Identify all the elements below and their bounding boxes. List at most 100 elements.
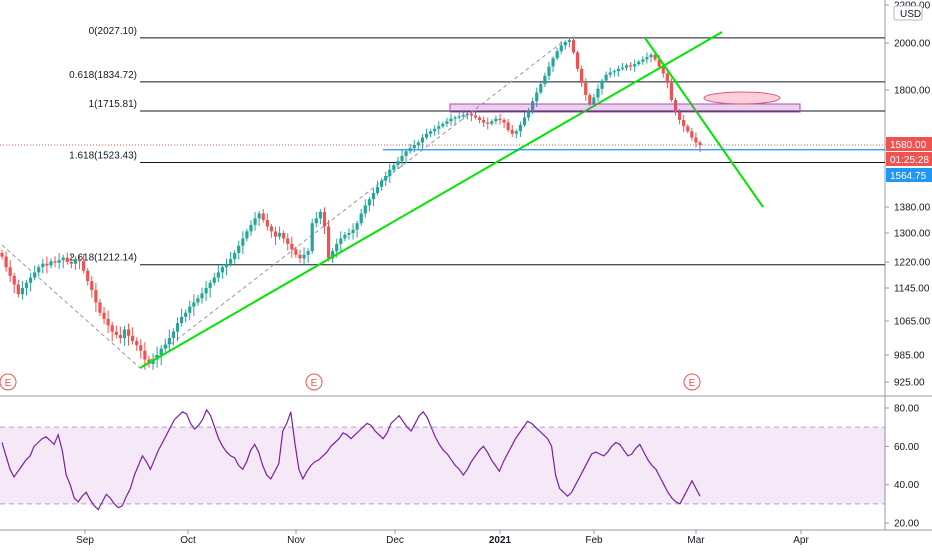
fib-level-label: 0.618(1834.72) — [69, 70, 137, 81]
candle-body — [604, 74, 608, 81]
candle-body — [331, 251, 335, 259]
candle-body — [457, 116, 461, 118]
currency-label: USD — [900, 9, 921, 20]
candle-body — [151, 359, 155, 364]
candle-body — [126, 329, 131, 336]
candle-body — [49, 261, 53, 266]
candle-body — [220, 267, 225, 273]
candle-body — [502, 120, 506, 123]
candle-body — [90, 281, 94, 291]
earnings-marker-label: E — [311, 378, 318, 389]
candle-body — [596, 88, 600, 98]
candle-body — [180, 316, 184, 324]
fibonacci-levels[interactable]: 0(2027.10) 0.618(1834.72) 1(1715.81) 1.618(… — [69, 26, 885, 266]
earnings-marker-label: E — [5, 378, 12, 389]
candle-body — [547, 66, 551, 76]
x-tick-label: Dec — [386, 535, 404, 546]
candle-body — [657, 59, 661, 67]
resistance-zone — [449, 103, 801, 113]
rsi-tick-label: 60.00 — [894, 442, 919, 453]
candle-body — [253, 218, 257, 225]
candle-body — [535, 92, 539, 102]
candle-body — [245, 231, 249, 239]
candle-body — [200, 293, 204, 299]
candle-body — [167, 338, 171, 345]
candle-body — [637, 61, 641, 65]
projection-lines — [1, 39, 566, 369]
candle-body — [16, 284, 20, 295]
candle-body — [8, 267, 12, 276]
rsi-tick-label: 20.00 — [894, 519, 919, 530]
candle-body — [322, 211, 327, 227]
candle-body — [375, 186, 380, 194]
candle-body — [282, 233, 286, 239]
y-tick-label: 925.00 — [894, 378, 925, 389]
earnings-marker-label: E — [689, 378, 696, 389]
candle-body — [494, 118, 498, 122]
candle-body — [212, 277, 216, 283]
y-tick-label: 1145.00 — [894, 284, 930, 295]
candle-body — [135, 340, 139, 346]
candle-body — [310, 223, 314, 252]
candle-body — [698, 142, 702, 145]
x-tick-label: Oct — [180, 535, 196, 546]
candle-body — [94, 290, 98, 303]
candle-body — [669, 82, 674, 100]
candle-body — [412, 145, 416, 149]
candle-body — [384, 176, 388, 181]
axes: 2200.002000.001800.001580.001380.001300.… — [76, 1, 932, 546]
y-tick-label: 985.00 — [894, 351, 925, 362]
rsi-band — [0, 427, 885, 504]
candle-body — [433, 128, 437, 132]
x-tick-label: Sep — [76, 535, 94, 546]
price-badge — [886, 137, 932, 151]
candle-body — [192, 302, 196, 307]
candle-body — [335, 243, 339, 252]
candle-body — [196, 298, 200, 303]
price-badge-label: 1564.75 — [890, 171, 927, 182]
candle-body — [567, 40, 571, 43]
rsi-tick-label: 80.00 — [894, 404, 919, 415]
candle-body — [355, 223, 359, 230]
candle-body — [286, 238, 290, 244]
earnings-marker — [305, 373, 323, 391]
candle-body — [233, 252, 237, 260]
candle-body — [392, 165, 396, 170]
x-tick-label: Feb — [585, 535, 603, 546]
candle-body — [653, 54, 657, 60]
candle-body — [584, 82, 588, 95]
candle-body — [543, 75, 547, 85]
candle-body — [139, 345, 143, 351]
candle-body — [490, 121, 494, 124]
candle-body — [28, 277, 33, 283]
candle-body — [486, 122, 490, 124]
candle-body — [473, 115, 478, 118]
candle-body — [477, 117, 482, 120]
candle-body — [269, 226, 274, 232]
candle-body — [237, 245, 241, 253]
candle-body — [302, 254, 306, 259]
candle-body — [131, 335, 135, 341]
candle-body — [351, 229, 355, 233]
candle-body — [665, 73, 669, 83]
candle-body — [118, 335, 122, 338]
candle-body — [86, 270, 90, 282]
uptrend-line — [139, 31, 723, 369]
candle-body — [53, 261, 57, 263]
candle-body — [224, 263, 229, 268]
candle-body — [441, 123, 445, 127]
candle-body — [571, 40, 576, 53]
x-tick-label: Apr — [793, 535, 809, 546]
x-tick-label: Mar — [687, 535, 705, 546]
x-tick-label: 2021 — [489, 535, 512, 546]
fib-level-label: 2.618(1212.14) — [69, 253, 137, 264]
candle-body — [98, 302, 102, 313]
candle-body — [682, 120, 686, 127]
candle-body — [45, 263, 49, 266]
candle-body — [294, 249, 298, 255]
candle-body — [424, 133, 429, 138]
candle-body — [204, 288, 208, 294]
